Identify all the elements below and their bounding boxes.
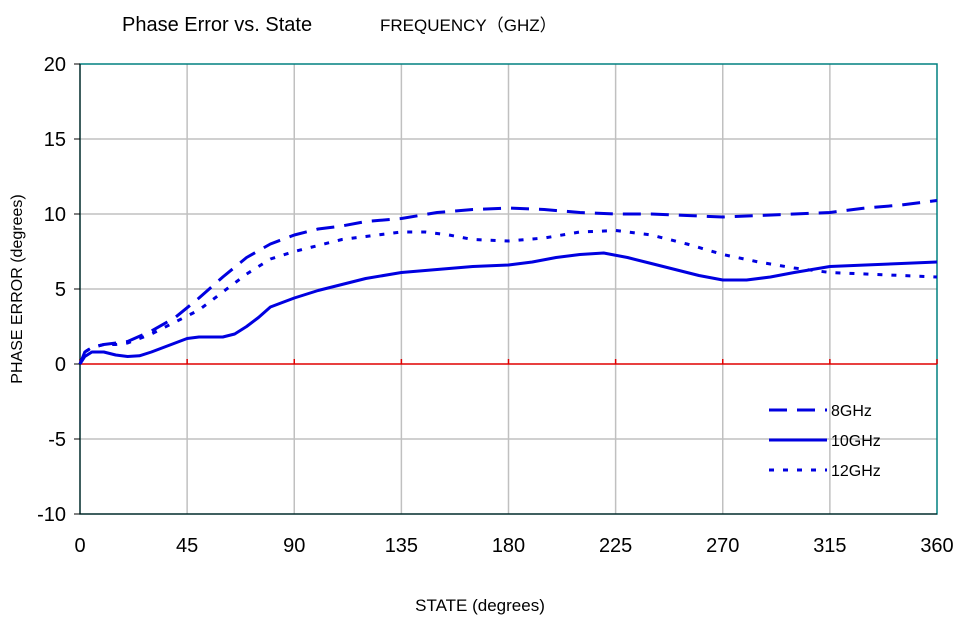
legend-label: 12GHz [831, 463, 881, 480]
y-tick-label: -5 [48, 429, 66, 451]
y-axis-label: PHASE ERROR (degrees) [9, 194, 26, 383]
y-tick-label: 20 [44, 54, 66, 76]
x-axis-label: STATE (degrees) [415, 596, 545, 615]
legend-label: 10GHz [831, 433, 881, 450]
series-line-10GHz [78, 251, 938, 365]
y-tick-label: -10 [37, 504, 66, 526]
x-tick-label: 135 [385, 535, 418, 557]
x-tick-label: 180 [492, 535, 525, 557]
y-tick-label: 0 [55, 354, 66, 376]
chart-subtitle: FREQUENCY（GHZ） [380, 16, 557, 35]
y-tick-label: 5 [55, 279, 66, 301]
series-line-8GHz [78, 199, 938, 365]
y-tick-label: 15 [44, 129, 66, 151]
y-tick-label: 10 [44, 204, 66, 226]
x-tick-label: 270 [706, 535, 739, 557]
x-tick-label: 45 [176, 535, 198, 557]
x-tick-label: 90 [283, 535, 305, 557]
legend-label: 8GHz [831, 403, 872, 420]
x-tick-label: 360 [920, 535, 953, 557]
x-tick-label: 225 [599, 535, 632, 557]
x-tick-label: 0 [74, 535, 85, 557]
x-tick-label: 315 [813, 535, 846, 557]
chart-title: Phase Error vs. State [122, 14, 313, 36]
